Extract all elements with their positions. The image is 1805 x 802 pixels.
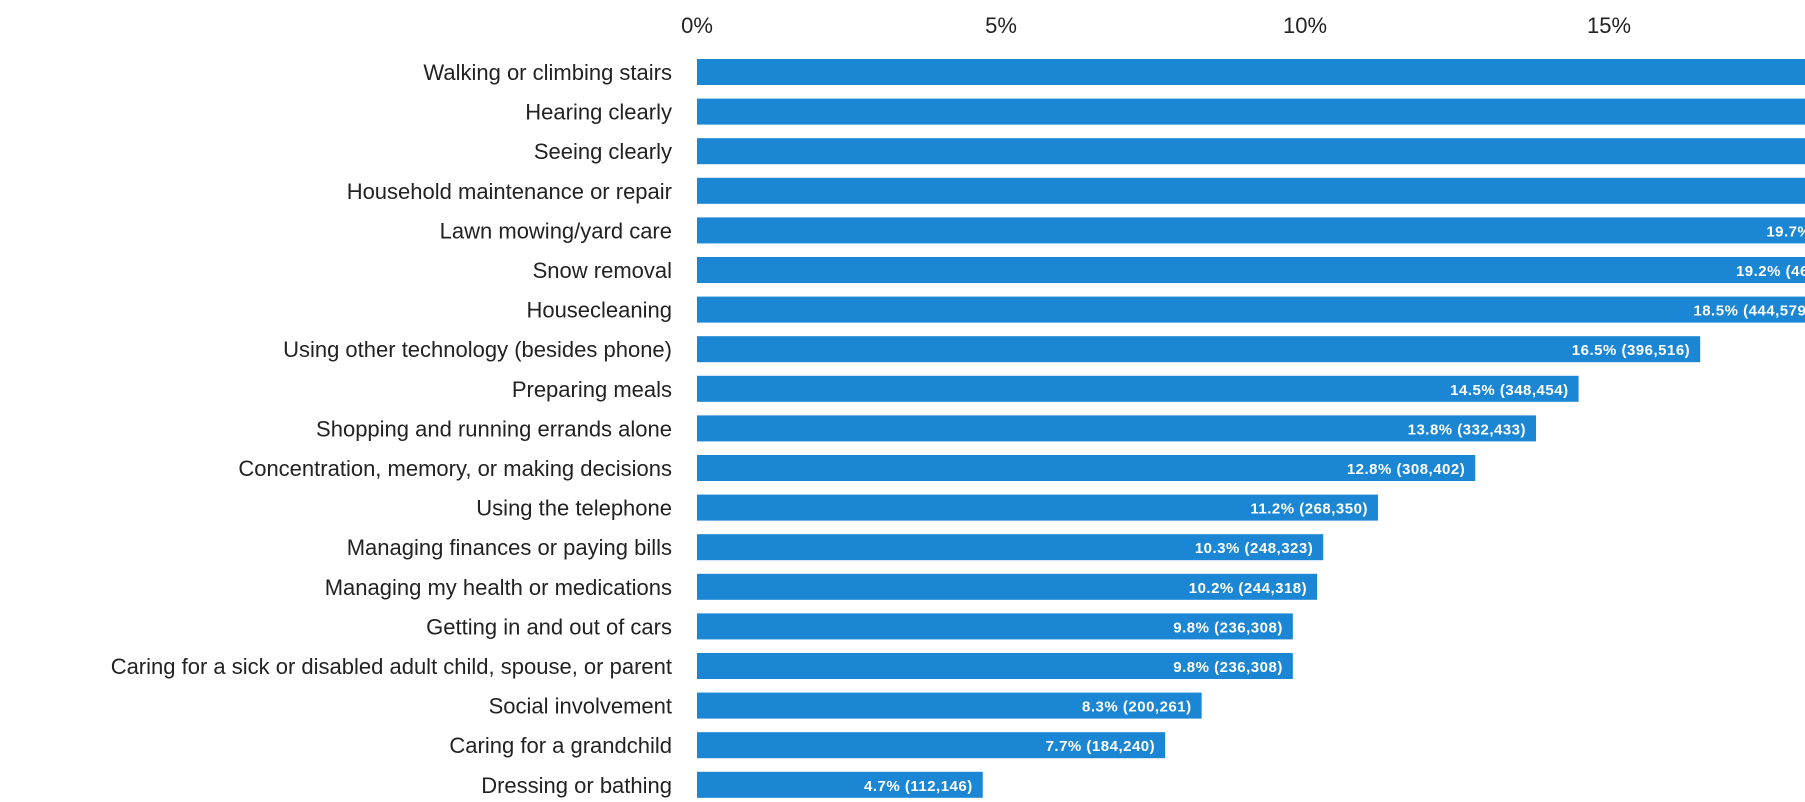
bar (697, 455, 1476, 481)
category-label: Using the telephone (476, 496, 672, 521)
bar-data-label: 13.8% (332,433) (1408, 421, 1526, 438)
bar (697, 494, 1378, 521)
category-label: Managing my health or medications (325, 575, 672, 600)
x-axis-ticks: 0%5%10%15%20%25%30% (681, 13, 1631, 38)
bar (697, 653, 1293, 679)
category-label: Seeing clearly (534, 139, 672, 164)
category-label: Concentration, memory, or making decisio… (238, 456, 672, 481)
category-label: Walking or climbing stairs (423, 60, 672, 85)
bar (697, 573, 1318, 600)
bar (697, 415, 1537, 442)
bar (697, 59, 1805, 85)
bar (697, 296, 1805, 323)
x-tick-label: 0% (681, 13, 713, 38)
category-label: Social involvement (489, 694, 672, 719)
bar (697, 692, 1202, 719)
bar-data-label: 14.5% (348,454) (1450, 382, 1568, 399)
bar (697, 336, 1701, 363)
bar-data-label: 10.2% (244,318) (1189, 580, 1307, 597)
category-label: Caring for a grandchild (449, 733, 672, 758)
bar-data-label: 16.5% (396,516) (1572, 342, 1690, 359)
bar (697, 613, 1293, 640)
bar-data-label: 7.7% (184,240) (1046, 738, 1156, 755)
category-label: Household maintenance or repair (347, 179, 672, 204)
x-tick-label: 5% (985, 13, 1017, 38)
category-label: Shopping and running errands alone (316, 416, 672, 441)
bar-data-label: 19.7% (472,616) (1766, 223, 1805, 240)
bar (697, 771, 983, 798)
bar-data-label: 19.2% (460,600) (1736, 263, 1805, 280)
bar-data-label: 11.2% (268,350) (1250, 501, 1368, 518)
bar-data-label: 8.3% (200,261) (1082, 699, 1192, 716)
category-label: Managing finances or paying bills (347, 535, 672, 560)
bar (697, 732, 1166, 759)
category-label: Caring for a sick or disabled adult chil… (111, 654, 672, 679)
bar (697, 257, 1805, 283)
bars (697, 59, 1805, 798)
bar-data-label: 18.5% (444,579) (1693, 303, 1805, 320)
bar (697, 98, 1805, 125)
bar (697, 375, 1579, 402)
bar-data-label: 4.7% (112,146) (864, 778, 973, 795)
category-label: Hearing clearly (525, 100, 672, 125)
category-label: Dressing or bathing (481, 773, 672, 798)
bar-data-label: 9.8% (236,308) (1173, 659, 1283, 676)
category-label: Lawn mowing/yard care (440, 218, 672, 243)
bar-data-label: 10.3% (248,323) (1195, 540, 1313, 557)
bar (697, 534, 1324, 561)
bar (697, 217, 1805, 244)
x-tick-label: 15% (1587, 13, 1631, 38)
bar-data-labels: 27.5% (660,861)26.0% (624,814)22.0% (528… (864, 223, 1805, 795)
category-label: Getting in and out of cars (426, 614, 672, 639)
bar-data-label: 12.8% (308,402) (1347, 461, 1465, 478)
category-labels: Walking or climbing stairs Hearing clearl… (111, 60, 672, 798)
category-label: Preparing meals (512, 377, 672, 402)
bar-data-label: 9.8% (236,308) (1173, 619, 1283, 636)
bar (697, 177, 1805, 204)
category-label: Housecleaning (526, 298, 672, 323)
category-label: Snow removal (533, 258, 672, 283)
category-label: Using other technology (besides phone) (283, 337, 672, 362)
bar (697, 138, 1805, 165)
x-tick-label: 10% (1283, 13, 1327, 38)
